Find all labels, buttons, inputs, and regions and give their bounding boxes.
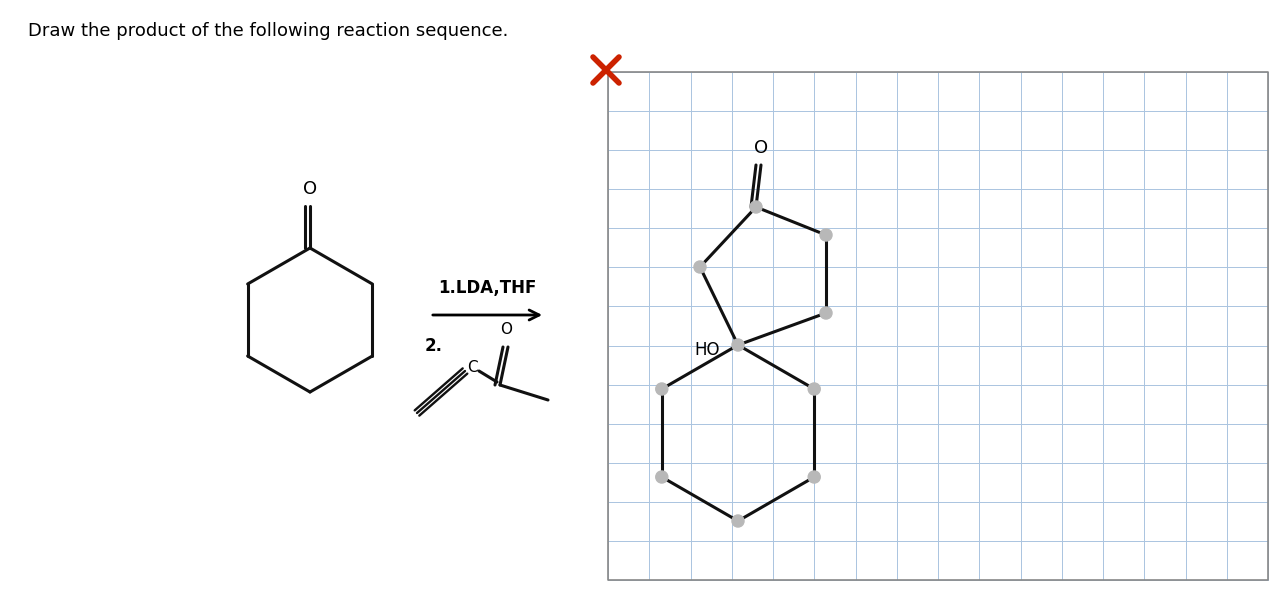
Text: C: C bbox=[467, 361, 477, 376]
Text: Draw the product of the following reaction sequence.: Draw the product of the following reacti… bbox=[28, 22, 508, 40]
Circle shape bbox=[750, 201, 762, 213]
Text: 1.LDA,THF: 1.LDA,THF bbox=[438, 279, 536, 297]
Circle shape bbox=[820, 229, 832, 241]
Circle shape bbox=[820, 307, 832, 319]
Text: O: O bbox=[754, 139, 768, 157]
Circle shape bbox=[732, 515, 744, 527]
Text: O: O bbox=[303, 180, 317, 198]
Text: O: O bbox=[500, 322, 512, 337]
Circle shape bbox=[808, 383, 820, 395]
Circle shape bbox=[655, 471, 668, 483]
Circle shape bbox=[655, 383, 668, 395]
Text: 2.: 2. bbox=[425, 337, 443, 355]
Circle shape bbox=[732, 339, 744, 351]
Circle shape bbox=[694, 261, 707, 273]
Circle shape bbox=[808, 471, 820, 483]
Text: HO: HO bbox=[695, 341, 719, 359]
